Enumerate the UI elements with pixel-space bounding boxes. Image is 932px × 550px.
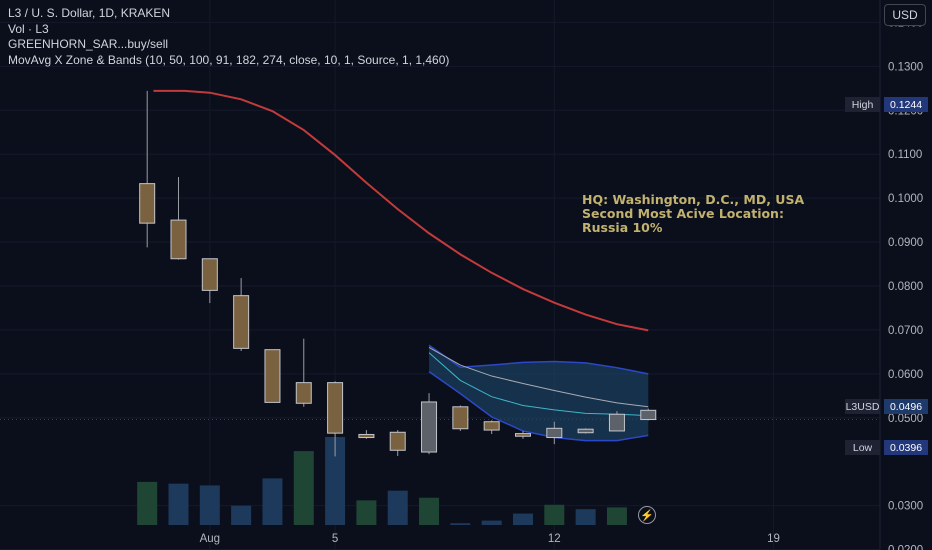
y-tick-label: 0.0900: [888, 237, 923, 249]
candle-body: [483, 421, 500, 431]
volume-bar: [356, 500, 377, 525]
candle-body: [514, 433, 531, 437]
x-tick-label: 5: [332, 533, 338, 545]
ma-line-red: [153, 89, 649, 332]
volume-bar: [450, 523, 471, 525]
y-tick-label: 0.0300: [888, 501, 923, 513]
candle-body: [170, 219, 187, 260]
lightning-icon[interactable]: ⚡: [638, 506, 656, 524]
ma-band-fill: [429, 345, 649, 441]
low-price-tag: 0.0396: [884, 440, 928, 455]
annotation-line-2: Second Most Acive Location:: [582, 206, 784, 221]
volume-bar: [231, 505, 252, 525]
ma-band-lower: [428, 371, 649, 442]
text-annotation[interactable]: HQ: Washington, D.C., MD, USA Second Mos…: [582, 193, 804, 235]
low-label-tag: Low: [845, 440, 880, 455]
volume-bar: [419, 497, 440, 525]
symbol-title[interactable]: L3 / U. S. Dollar, 1D, KRAKEN: [8, 6, 171, 20]
candle-body: [233, 295, 250, 349]
volume-bar: [293, 451, 314, 525]
volume-indicator-label[interactable]: Vol · L3: [8, 21, 49, 36]
y-tick-label: 0.1300: [888, 61, 923, 73]
x-tick-label: Aug: [200, 533, 220, 545]
y-tick-label: 0.1000: [888, 193, 923, 205]
y-tick-label: 0.0800: [888, 281, 923, 293]
y-tick-label: 0.0500: [888, 413, 923, 425]
candle-body: [358, 433, 375, 439]
movavg-indicator-label[interactable]: MovAvg X Zone & Bands (10, 50, 100, 91, …: [8, 52, 450, 67]
candle-body: [421, 401, 438, 453]
greenhorn-indicator-label[interactable]: GREENHORN_SAR...buy/sell: [8, 37, 169, 51]
ma-line-white: [428, 347, 649, 408]
volume-bar: [137, 481, 158, 525]
annotation-line-3: Russia 10%: [582, 220, 663, 235]
volume-bar: [544, 504, 565, 525]
volume-bar: [325, 437, 346, 525]
last-price-tag: 0.0496: [884, 399, 928, 414]
candle-body: [201, 258, 218, 291]
candle-body: [640, 409, 657, 421]
candle-body: [452, 406, 469, 430]
candle-body: [327, 382, 344, 434]
candle-body: [264, 349, 281, 403]
y-tick-label: 0.0600: [888, 369, 923, 381]
volume-bar: [199, 485, 220, 525]
candle-body: [295, 382, 312, 404]
volume-bar: [512, 513, 533, 525]
volume-bar: [481, 520, 502, 525]
candle-body: [389, 431, 406, 451]
x-tick-label: 19: [767, 533, 780, 545]
high-label-tag: High: [845, 97, 880, 112]
volume-bar: [606, 507, 627, 525]
volume-bar: [575, 509, 596, 525]
candle-body: [139, 183, 156, 224]
currency-button[interactable]: USD: [884, 4, 926, 26]
high-price-tag: 0.1244: [884, 97, 928, 112]
candle-body: [577, 428, 594, 434]
y-tick-label: 0.0700: [888, 325, 923, 337]
chart-legend: L3 / U. S. Dollar, 1D, KRAKEN Vol · L3 G…: [8, 6, 449, 68]
last-symbol-tag: L3USD: [845, 399, 880, 414]
x-tick-label: 12: [548, 533, 561, 545]
candle-body: [546, 427, 563, 439]
volume-bar: [387, 490, 408, 525]
candle-body: [608, 413, 625, 432]
y-tick-label: 0.0200: [888, 545, 923, 550]
volume-bar: [262, 478, 283, 525]
volume-bar: [168, 483, 189, 525]
y-tick-label: 0.1100: [888, 149, 922, 161]
annotation-line-1: HQ: Washington, D.C., MD, USA: [582, 192, 805, 207]
